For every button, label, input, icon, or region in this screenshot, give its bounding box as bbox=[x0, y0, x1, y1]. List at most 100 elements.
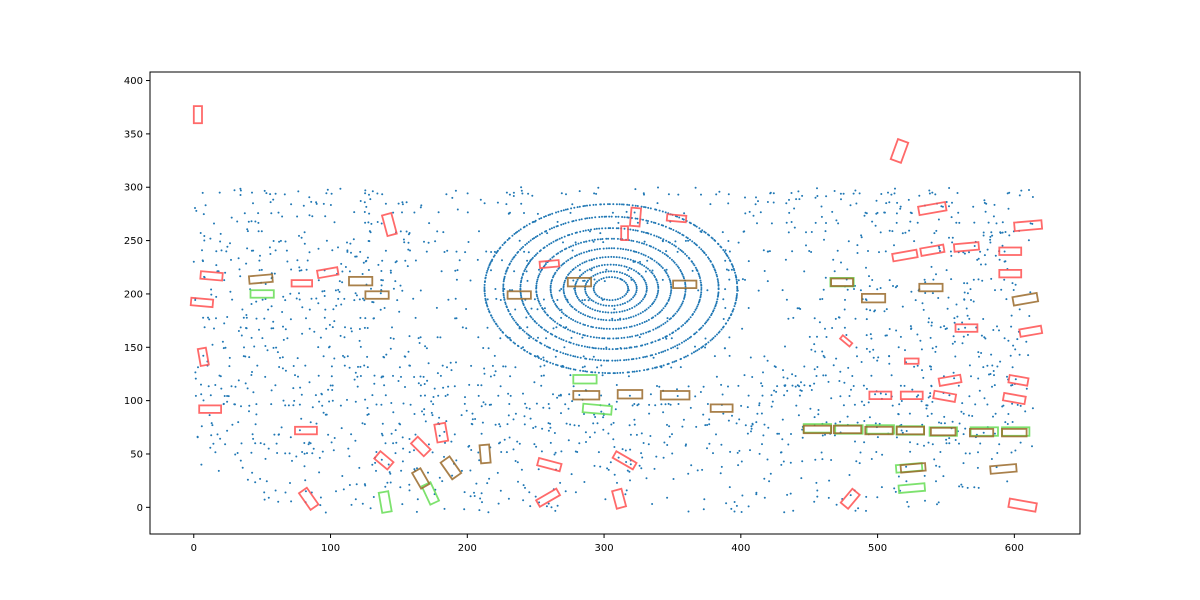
lidar-point bbox=[816, 187, 818, 190]
lidar-point bbox=[463, 402, 466, 405]
lidar-point bbox=[399, 230, 402, 233]
lidar-point bbox=[620, 264, 623, 267]
lidar-point bbox=[731, 309, 734, 312]
lidar-point bbox=[630, 278, 633, 281]
lidar-point bbox=[625, 358, 628, 361]
lidar-point bbox=[795, 198, 798, 201]
lidar-point bbox=[389, 337, 392, 339]
lidar-point bbox=[365, 205, 368, 208]
lidar-point bbox=[605, 327, 608, 330]
lidar-point bbox=[543, 344, 546, 347]
lidar-point bbox=[669, 292, 672, 295]
lidar-point bbox=[619, 247, 622, 250]
lidar-point bbox=[615, 337, 618, 340]
lidar-point bbox=[761, 394, 764, 397]
lidar-point bbox=[230, 216, 233, 219]
lidar-point bbox=[350, 330, 353, 333]
lidar-point bbox=[695, 269, 698, 272]
lidar-point bbox=[562, 326, 565, 329]
lidar-point bbox=[407, 241, 410, 244]
lidar-point bbox=[413, 413, 416, 415]
lidar-point bbox=[632, 229, 635, 231]
lidar-point bbox=[656, 326, 659, 329]
lidar-point bbox=[620, 327, 622, 330]
y-tick-label: 200 bbox=[124, 289, 143, 300]
lidar-point bbox=[216, 433, 219, 436]
lidar-point bbox=[946, 307, 949, 310]
lidar-point bbox=[261, 337, 264, 340]
lidar-point bbox=[874, 422, 877, 425]
lidar-point bbox=[419, 375, 422, 378]
lidar-point bbox=[600, 364, 603, 367]
lidar-point bbox=[562, 223, 565, 225]
lidar-point bbox=[522, 304, 525, 306]
lidar-point bbox=[894, 490, 897, 493]
lidar-point bbox=[608, 247, 611, 250]
lidar-point bbox=[552, 362, 554, 365]
lidar-point bbox=[534, 320, 537, 323]
lidar-point bbox=[647, 206, 650, 209]
lidar-point bbox=[248, 404, 251, 407]
lidar-point bbox=[229, 290, 232, 293]
lidar-point bbox=[589, 436, 591, 439]
lidar-point bbox=[996, 325, 998, 328]
lidar-point bbox=[621, 310, 624, 313]
lidar-point bbox=[200, 425, 203, 428]
lidar-point bbox=[1003, 250, 1006, 253]
lidar-point bbox=[598, 227, 601, 230]
lidar-point bbox=[641, 310, 644, 313]
lidar-point bbox=[599, 310, 601, 313]
lidar-point bbox=[766, 280, 769, 283]
lidar-point bbox=[616, 298, 619, 301]
lidar-point bbox=[738, 449, 741, 452]
lidar-point bbox=[867, 250, 869, 252]
lidar-point bbox=[849, 494, 852, 497]
lidar-point bbox=[246, 478, 249, 481]
lidar-point bbox=[586, 346, 589, 348]
lidar-point bbox=[219, 240, 222, 243]
lidar-point bbox=[516, 440, 519, 443]
green-bounding-box bbox=[572, 374, 598, 385]
lidar-point bbox=[916, 221, 919, 224]
lidar-point bbox=[803, 365, 806, 368]
lidar-point bbox=[943, 415, 946, 418]
lidar-point bbox=[486, 305, 489, 308]
lidar-point bbox=[645, 289, 648, 292]
lidar-point bbox=[558, 337, 561, 340]
lidar-point bbox=[643, 296, 646, 299]
lidar-point bbox=[851, 375, 854, 377]
lidar-point bbox=[381, 422, 384, 425]
lidar-point bbox=[632, 296, 635, 299]
lidar-point bbox=[576, 451, 579, 453]
lidar-point bbox=[623, 359, 626, 362]
lidar-point bbox=[720, 328, 723, 331]
lidar-point bbox=[632, 315, 635, 318]
lidar-point bbox=[289, 436, 292, 439]
lidar-point bbox=[194, 299, 197, 301]
lidar-point bbox=[531, 238, 534, 240]
lidar-point bbox=[354, 255, 357, 258]
lidar-point bbox=[638, 369, 641, 372]
lidar-point bbox=[1012, 344, 1015, 347]
lidar-point bbox=[505, 306, 508, 309]
lidar-point bbox=[562, 241, 564, 244]
lidar-point bbox=[570, 473, 573, 476]
lidar-point bbox=[597, 359, 600, 362]
lidar-point bbox=[218, 191, 221, 194]
lidar-point bbox=[979, 442, 982, 445]
lidar-point bbox=[552, 274, 555, 277]
lidar-point bbox=[621, 272, 624, 275]
lidar-point bbox=[549, 284, 552, 287]
lidar-point bbox=[270, 327, 273, 330]
lidar-point bbox=[679, 248, 682, 251]
lidar-point bbox=[250, 374, 253, 376]
lidar-point bbox=[514, 308, 517, 311]
lidar-point bbox=[573, 287, 576, 290]
lidar-point bbox=[626, 469, 629, 472]
lidar-point bbox=[632, 358, 635, 360]
lidar-point bbox=[685, 236, 688, 239]
lidar-point bbox=[684, 293, 687, 296]
lidar-point bbox=[658, 325, 661, 328]
lidar-point bbox=[547, 502, 550, 505]
lidar-point bbox=[356, 375, 359, 378]
